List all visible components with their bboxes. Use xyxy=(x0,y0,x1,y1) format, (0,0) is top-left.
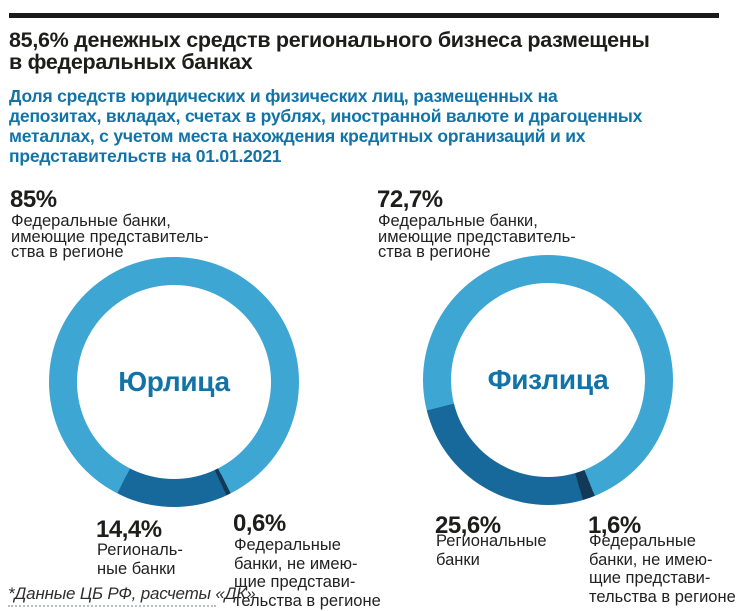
legal-regional-label-line: ные банки xyxy=(97,559,176,578)
legal-fed-no-rep-label-line: Федеральные xyxy=(234,536,341,554)
legal-regional-label: Региональ- ные банки xyxy=(97,541,183,578)
donut-chart-individuals: Физлица xyxy=(423,255,673,505)
individual-fed-rep-label: Федеральные банки, имеющие представитель… xyxy=(378,212,576,261)
page-title-line-1: 85,6% денежных средств регионального биз… xyxy=(9,28,650,52)
top-rule xyxy=(9,13,719,18)
individual-fed-no-rep-label-line: щие представи- xyxy=(589,569,711,587)
donut-center-label-individuals: Физлица xyxy=(487,364,609,395)
donut-chart-legal-entities: Юрлица xyxy=(49,257,299,507)
individual-regional-label: Региональные банки xyxy=(436,532,547,569)
legal-fed-no-rep-value: 0,6% xyxy=(233,510,286,537)
legal-regional-label-line: Региональ- xyxy=(97,541,183,559)
subtitle-line-4: представительств на 01.01.2021 xyxy=(9,146,282,166)
legal-fed-no-rep-label-line: щие представи- xyxy=(234,573,356,591)
legal-fed-no-rep-label-line: банки, не имею- xyxy=(234,554,358,573)
individual-fed-rep-label-line: имеющие представитель- xyxy=(378,227,576,246)
individual-fed-no-rep-label: Федеральные банки, не имею- щие представ… xyxy=(589,532,736,606)
legal-fed-rep-value: 85% xyxy=(10,186,57,213)
page-subtitle: Доля средств юридических и физических ли… xyxy=(9,86,642,166)
individual-fed-rep-label-line: Федеральные банки, xyxy=(378,212,538,230)
individual-fed-no-rep-label-line: банки, не имею- xyxy=(589,550,713,569)
individual-regional-label-line: банки xyxy=(436,550,480,569)
legal-fed-rep-label: Федеральные банки, имеющие представитель… xyxy=(11,212,209,261)
individual-regional-label-line: Региональные xyxy=(436,532,547,550)
individual-fed-no-rep-value: 1,6% xyxy=(588,512,641,539)
page-title-line-2: в федеральных банках xyxy=(9,50,253,74)
footer-source: *Данные ЦБ РФ, расчеты «ДК» xyxy=(8,584,256,603)
individual-fed-rep-value: 72,7% xyxy=(377,186,443,213)
subtitle-line-3: металлах, с учетом места нахождения кред… xyxy=(9,126,586,146)
page-title: 85,6% денежных средств регионального биз… xyxy=(9,29,650,73)
individual-regional-value: 25,6% xyxy=(435,512,501,539)
subtitle-line-2: депозитах, вкладах, счетах в рублях, ино… xyxy=(9,106,643,126)
legal-fed-no-rep-label: Федеральные банки, не имею- щие представ… xyxy=(234,536,381,610)
individual-fed-rep-label-line: ства в регионе xyxy=(378,243,491,261)
legal-fed-rep-label-line: ства в регионе xyxy=(11,243,124,261)
donut-center-label-legal-entities: Юрлица xyxy=(118,366,230,397)
subtitle-line-1: Доля средств юридических и физических ли… xyxy=(9,86,558,106)
legal-fed-rep-label-line: имеющие представитель- xyxy=(11,227,209,246)
legal-fed-rep-label-line: Федеральные банки, xyxy=(11,212,171,230)
individual-fed-no-rep-label-line: Федеральные xyxy=(589,532,696,550)
legal-fed-no-rep-label-line: тельства в регионе xyxy=(234,591,381,610)
legal-regional-value: 14,4% xyxy=(96,516,162,543)
individual-fed-no-rep-label-line: тельства в регионе xyxy=(589,587,736,606)
dotted-divider xyxy=(8,605,216,607)
